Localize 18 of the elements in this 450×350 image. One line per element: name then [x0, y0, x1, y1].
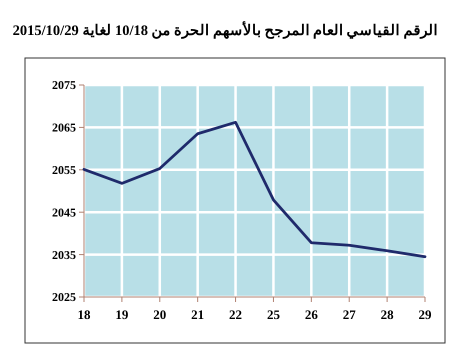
y-tick-label: 2045	[52, 205, 76, 220]
x-tick-label: 29	[418, 307, 432, 322]
x-tick-label: 27	[342, 307, 356, 322]
x-tick-label: 22	[229, 307, 242, 322]
x-tick-label: 25	[266, 307, 280, 322]
y-tick-label: 2035	[52, 248, 76, 262]
y-tick-label: 2055	[52, 163, 76, 177]
x-tick-label: 26	[304, 307, 318, 322]
y-tick-label: 2075	[52, 78, 76, 92]
y-tick-label: 2025	[52, 290, 76, 304]
x-tick-label: 18	[78, 307, 91, 322]
x-tick-label: 21	[191, 307, 204, 322]
y-tick-label: 2065	[52, 120, 76, 135]
line-series	[82, 120, 426, 258]
chart-title: الرقم القياسي العام المرجح بالأسهم الحرة من 10/18 لغاية 2015/10/29	[12, 20, 438, 40]
x-tick-label: 28	[380, 307, 394, 322]
x-tick-label: 19	[115, 307, 129, 322]
x-tick-label: 20	[153, 307, 166, 322]
